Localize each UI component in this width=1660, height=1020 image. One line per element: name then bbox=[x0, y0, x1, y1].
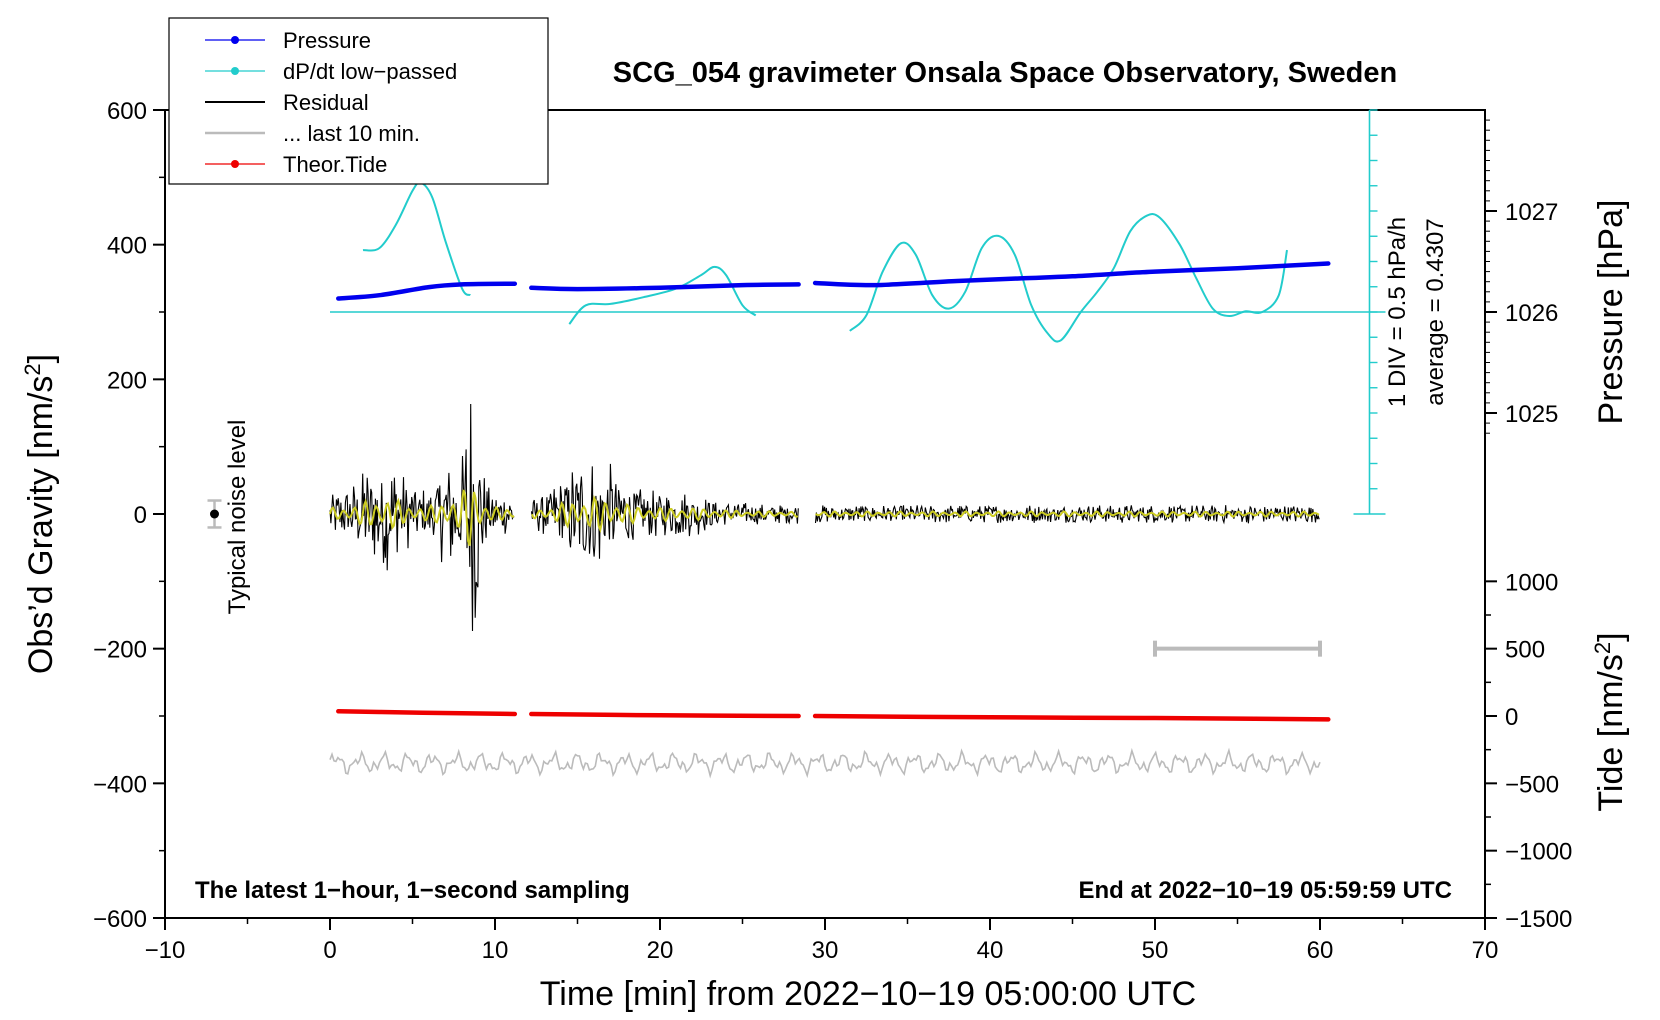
dpdt-scale-label: 1 DIV = 0.5 hPa/h bbox=[1384, 217, 1411, 407]
dpdt-average-label: average = 0.4307 bbox=[1422, 218, 1449, 406]
y-tick-label: −200 bbox=[93, 637, 147, 664]
pressure-line bbox=[336, 281, 518, 301]
y-axis-title-gravity: Obs’d Gravity [nm/s2] bbox=[20, 354, 60, 674]
annotation-sampling: The latest 1−hour, 1−second sampling bbox=[195, 877, 630, 904]
residual-lowpass-line bbox=[329, 489, 1320, 547]
y-axis-title-gravity-text: Obs’d Gravity [nm/s bbox=[22, 376, 60, 675]
x-tick-label: 40 bbox=[977, 937, 1004, 964]
dpdt-line bbox=[568, 265, 757, 325]
legend-marker bbox=[231, 160, 239, 168]
y-axis-title-tide: Tide [nm/s2] bbox=[1590, 632, 1630, 811]
tide-tick-label: 500 bbox=[1505, 637, 1545, 664]
tide-line bbox=[812, 713, 1331, 722]
y-axis-title-tide-sup: 2 bbox=[1590, 642, 1615, 654]
tide-tick-label: 1000 bbox=[1505, 569, 1558, 596]
x-tick-label: 60 bbox=[1307, 937, 1334, 964]
y-tick-label: −400 bbox=[93, 771, 147, 798]
y-tick-label: 400 bbox=[107, 233, 147, 260]
legend-marker bbox=[231, 36, 239, 44]
y-tick-label: 0 bbox=[134, 502, 147, 529]
tide-line bbox=[529, 711, 801, 719]
pressure-tick-label: 1026 bbox=[1505, 300, 1558, 327]
x-tick-label: 0 bbox=[323, 937, 336, 964]
pressure-tick-label: 1025 bbox=[1505, 401, 1558, 428]
y-tick-label: 200 bbox=[107, 367, 147, 394]
x-tick-label: 20 bbox=[647, 937, 674, 964]
legend-label: dP/dt low−passed bbox=[283, 59, 457, 84]
tide-tick-label: −500 bbox=[1505, 771, 1559, 798]
x-tick-label: 30 bbox=[812, 937, 839, 964]
noise-point bbox=[210, 509, 219, 519]
x-tick-label: −10 bbox=[145, 937, 186, 964]
x-axis-title: Time [min] from 2022−10−19 05:00:00 UTC bbox=[540, 975, 1196, 1013]
y-axis-title-tide-end: ] bbox=[1592, 632, 1630, 641]
legend-label: Residual bbox=[283, 90, 369, 115]
axes-layer: −10 0 10 20 30 40 50 60 70 −600 −400 −200 0 200 400 600… bbox=[93, 98, 1572, 964]
tide-tick-label: −1500 bbox=[1505, 906, 1572, 933]
y-axis-title-gravity-sup: 2 bbox=[20, 363, 45, 375]
dpdt-line bbox=[849, 213, 1288, 343]
pressure-line bbox=[812, 261, 1331, 288]
legend-box bbox=[168, 17, 549, 185]
legend-label: ... last 10 min. bbox=[283, 121, 420, 146]
chart-title: SCG_054 gravimeter Onsala Space Observat… bbox=[613, 57, 1397, 89]
series-layer bbox=[207, 181, 1386, 779]
legend: Pressure dP/dt low−passed Residual ... last… bbox=[168, 17, 549, 185]
tide-line bbox=[336, 709, 518, 717]
x-tick-label: 10 bbox=[482, 937, 509, 964]
y-axis-title-pressure: Pressure [hPa] bbox=[1592, 200, 1630, 425]
pressure-tick-label: 1027 bbox=[1505, 199, 1558, 226]
legend-label: Pressure bbox=[283, 28, 371, 53]
y-axis-title-gravity-end: ] bbox=[22, 354, 60, 363]
tide-tick-label: 0 bbox=[1505, 704, 1518, 731]
pressure-line bbox=[529, 282, 801, 292]
x-tick-label: 50 bbox=[1142, 937, 1169, 964]
y-tick-label: 600 bbox=[107, 98, 147, 125]
annotation-end-time: End at 2022−10−19 05:59:59 UTC bbox=[1078, 877, 1452, 904]
last10-line bbox=[329, 747, 1321, 779]
x-tick-label: 70 bbox=[1472, 937, 1499, 964]
tide-tick-label: −1000 bbox=[1505, 839, 1572, 866]
y-axis-title-tide-text: Tide [nm/s bbox=[1592, 654, 1630, 811]
y-tick-label: −600 bbox=[93, 906, 147, 933]
legend-marker bbox=[231, 67, 239, 75]
noise-level-label: Typical noise level bbox=[224, 420, 251, 615]
legend-label: Theor.Tide bbox=[283, 152, 387, 177]
